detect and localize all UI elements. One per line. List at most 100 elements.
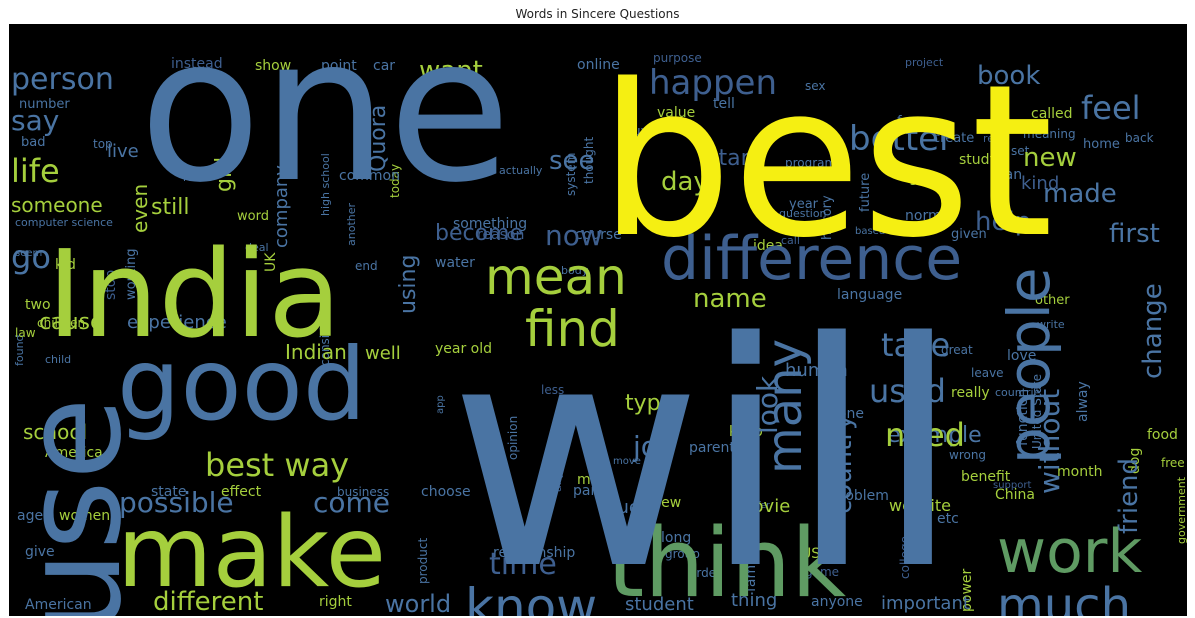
word-going: going xyxy=(601,491,617,530)
word-men: men xyxy=(577,472,608,488)
word-live: live xyxy=(107,141,139,162)
word-program: program xyxy=(785,156,836,170)
word-group: group xyxy=(665,547,700,561)
word-put: put xyxy=(547,435,567,449)
word-point: point xyxy=(321,58,357,74)
word-actually: actually xyxy=(499,164,543,177)
word-much: much xyxy=(997,578,1131,616)
word-uk: UK xyxy=(263,252,279,272)
word-different: different xyxy=(153,587,263,616)
word-cloud-background xyxy=(9,24,1187,616)
word-website: website xyxy=(889,496,951,515)
word-value: value xyxy=(657,105,695,121)
word-deal: deal xyxy=(245,241,269,254)
word-keep: keep xyxy=(729,424,763,440)
word-see: see xyxy=(549,146,595,176)
word-app: app xyxy=(435,395,446,414)
word-world: world xyxy=(385,590,451,616)
word-indian: Indian xyxy=(285,340,347,364)
word-top: top xyxy=(93,137,113,151)
word-set: set xyxy=(1011,144,1030,158)
word-man: man xyxy=(991,167,1022,183)
word-water: water xyxy=(435,255,475,271)
word-two: two xyxy=(25,297,51,313)
word-school: school xyxy=(23,420,87,444)
word-game: game xyxy=(805,565,839,579)
word-make: make xyxy=(117,496,386,610)
word-experience: experience xyxy=(127,312,227,333)
word-question: question xyxy=(779,207,827,220)
word-given: given xyxy=(951,227,987,242)
word-law: law xyxy=(15,326,36,340)
word-called: called xyxy=(1031,106,1073,122)
word-today: today xyxy=(388,164,402,198)
word-thought: thought xyxy=(582,137,596,184)
word-done: done xyxy=(829,406,864,422)
word-seem: seem xyxy=(15,248,42,259)
word-now: now xyxy=(545,219,603,252)
word-found: found xyxy=(13,334,26,366)
word-day: day xyxy=(661,167,709,197)
word-stop: stop xyxy=(103,270,119,300)
word-bad: bad xyxy=(21,135,45,150)
word-common: common xyxy=(339,168,400,184)
word-countrie: countrie xyxy=(995,386,1041,399)
word-type: type xyxy=(625,391,674,416)
word-example: example xyxy=(887,423,982,448)
word-find: find xyxy=(525,300,620,358)
word-language: language xyxy=(837,287,902,303)
word-product: product xyxy=(416,538,430,584)
word-computer-science: computer science xyxy=(15,216,113,229)
word-anything: anything xyxy=(551,443,564,492)
word-go: go xyxy=(11,238,51,276)
word-high-school: high school xyxy=(319,153,332,216)
word-great: great xyxy=(941,343,973,357)
word-food: food xyxy=(1147,427,1178,443)
word-life: life xyxy=(11,152,60,190)
word-show: show xyxy=(255,58,291,74)
word-know: know xyxy=(465,578,597,616)
word-system: system xyxy=(564,153,578,196)
word-even: even xyxy=(128,184,152,233)
word-job: job xyxy=(632,430,676,463)
word-word: word xyxy=(237,209,269,224)
word-offer: offer xyxy=(749,501,770,511)
word-project: project xyxy=(905,56,944,69)
word-purpose: purpose xyxy=(653,51,702,65)
word-home: home xyxy=(1083,137,1120,152)
word-think: think xyxy=(607,509,846,616)
word-online: online xyxy=(577,57,620,73)
word-well: well xyxy=(365,343,401,364)
word-order: order xyxy=(689,566,721,580)
word-body: body xyxy=(561,264,589,277)
word-people: people xyxy=(995,267,1063,464)
word-less: less xyxy=(541,383,564,397)
word-other: other xyxy=(1035,293,1070,308)
word-idea: idea xyxy=(753,238,783,254)
word-without: without xyxy=(1033,389,1066,494)
word-move: move xyxy=(613,456,641,467)
word-cloud-svg: support offer government put wrong anything pr… xyxy=(9,24,1187,616)
word-possible: possible xyxy=(119,486,234,519)
word-part: part xyxy=(573,483,602,499)
word-house: house xyxy=(1001,615,1034,616)
word-true: true xyxy=(603,497,640,518)
word-quora: Quora xyxy=(366,105,391,172)
word-age: age xyxy=(17,508,43,524)
word-change: change xyxy=(1138,283,1168,379)
word-leave: leave xyxy=(971,366,1004,380)
word-role: role xyxy=(183,171,204,184)
word-month: month xyxy=(1057,464,1102,480)
word-working: working xyxy=(124,248,139,300)
word-tell: tell xyxy=(713,96,735,112)
word-function: function xyxy=(1015,389,1031,446)
word-will: will xyxy=(449,277,961,616)
word-view: view xyxy=(649,495,681,511)
word-sex: sex xyxy=(805,79,826,93)
word-give: give xyxy=(25,544,55,560)
word-american: American xyxy=(25,597,92,613)
word-buy: buy xyxy=(623,124,649,140)
word-guy: guy xyxy=(909,170,935,186)
word-someone: someone xyxy=(11,193,103,217)
word-learn: learn xyxy=(695,614,723,616)
